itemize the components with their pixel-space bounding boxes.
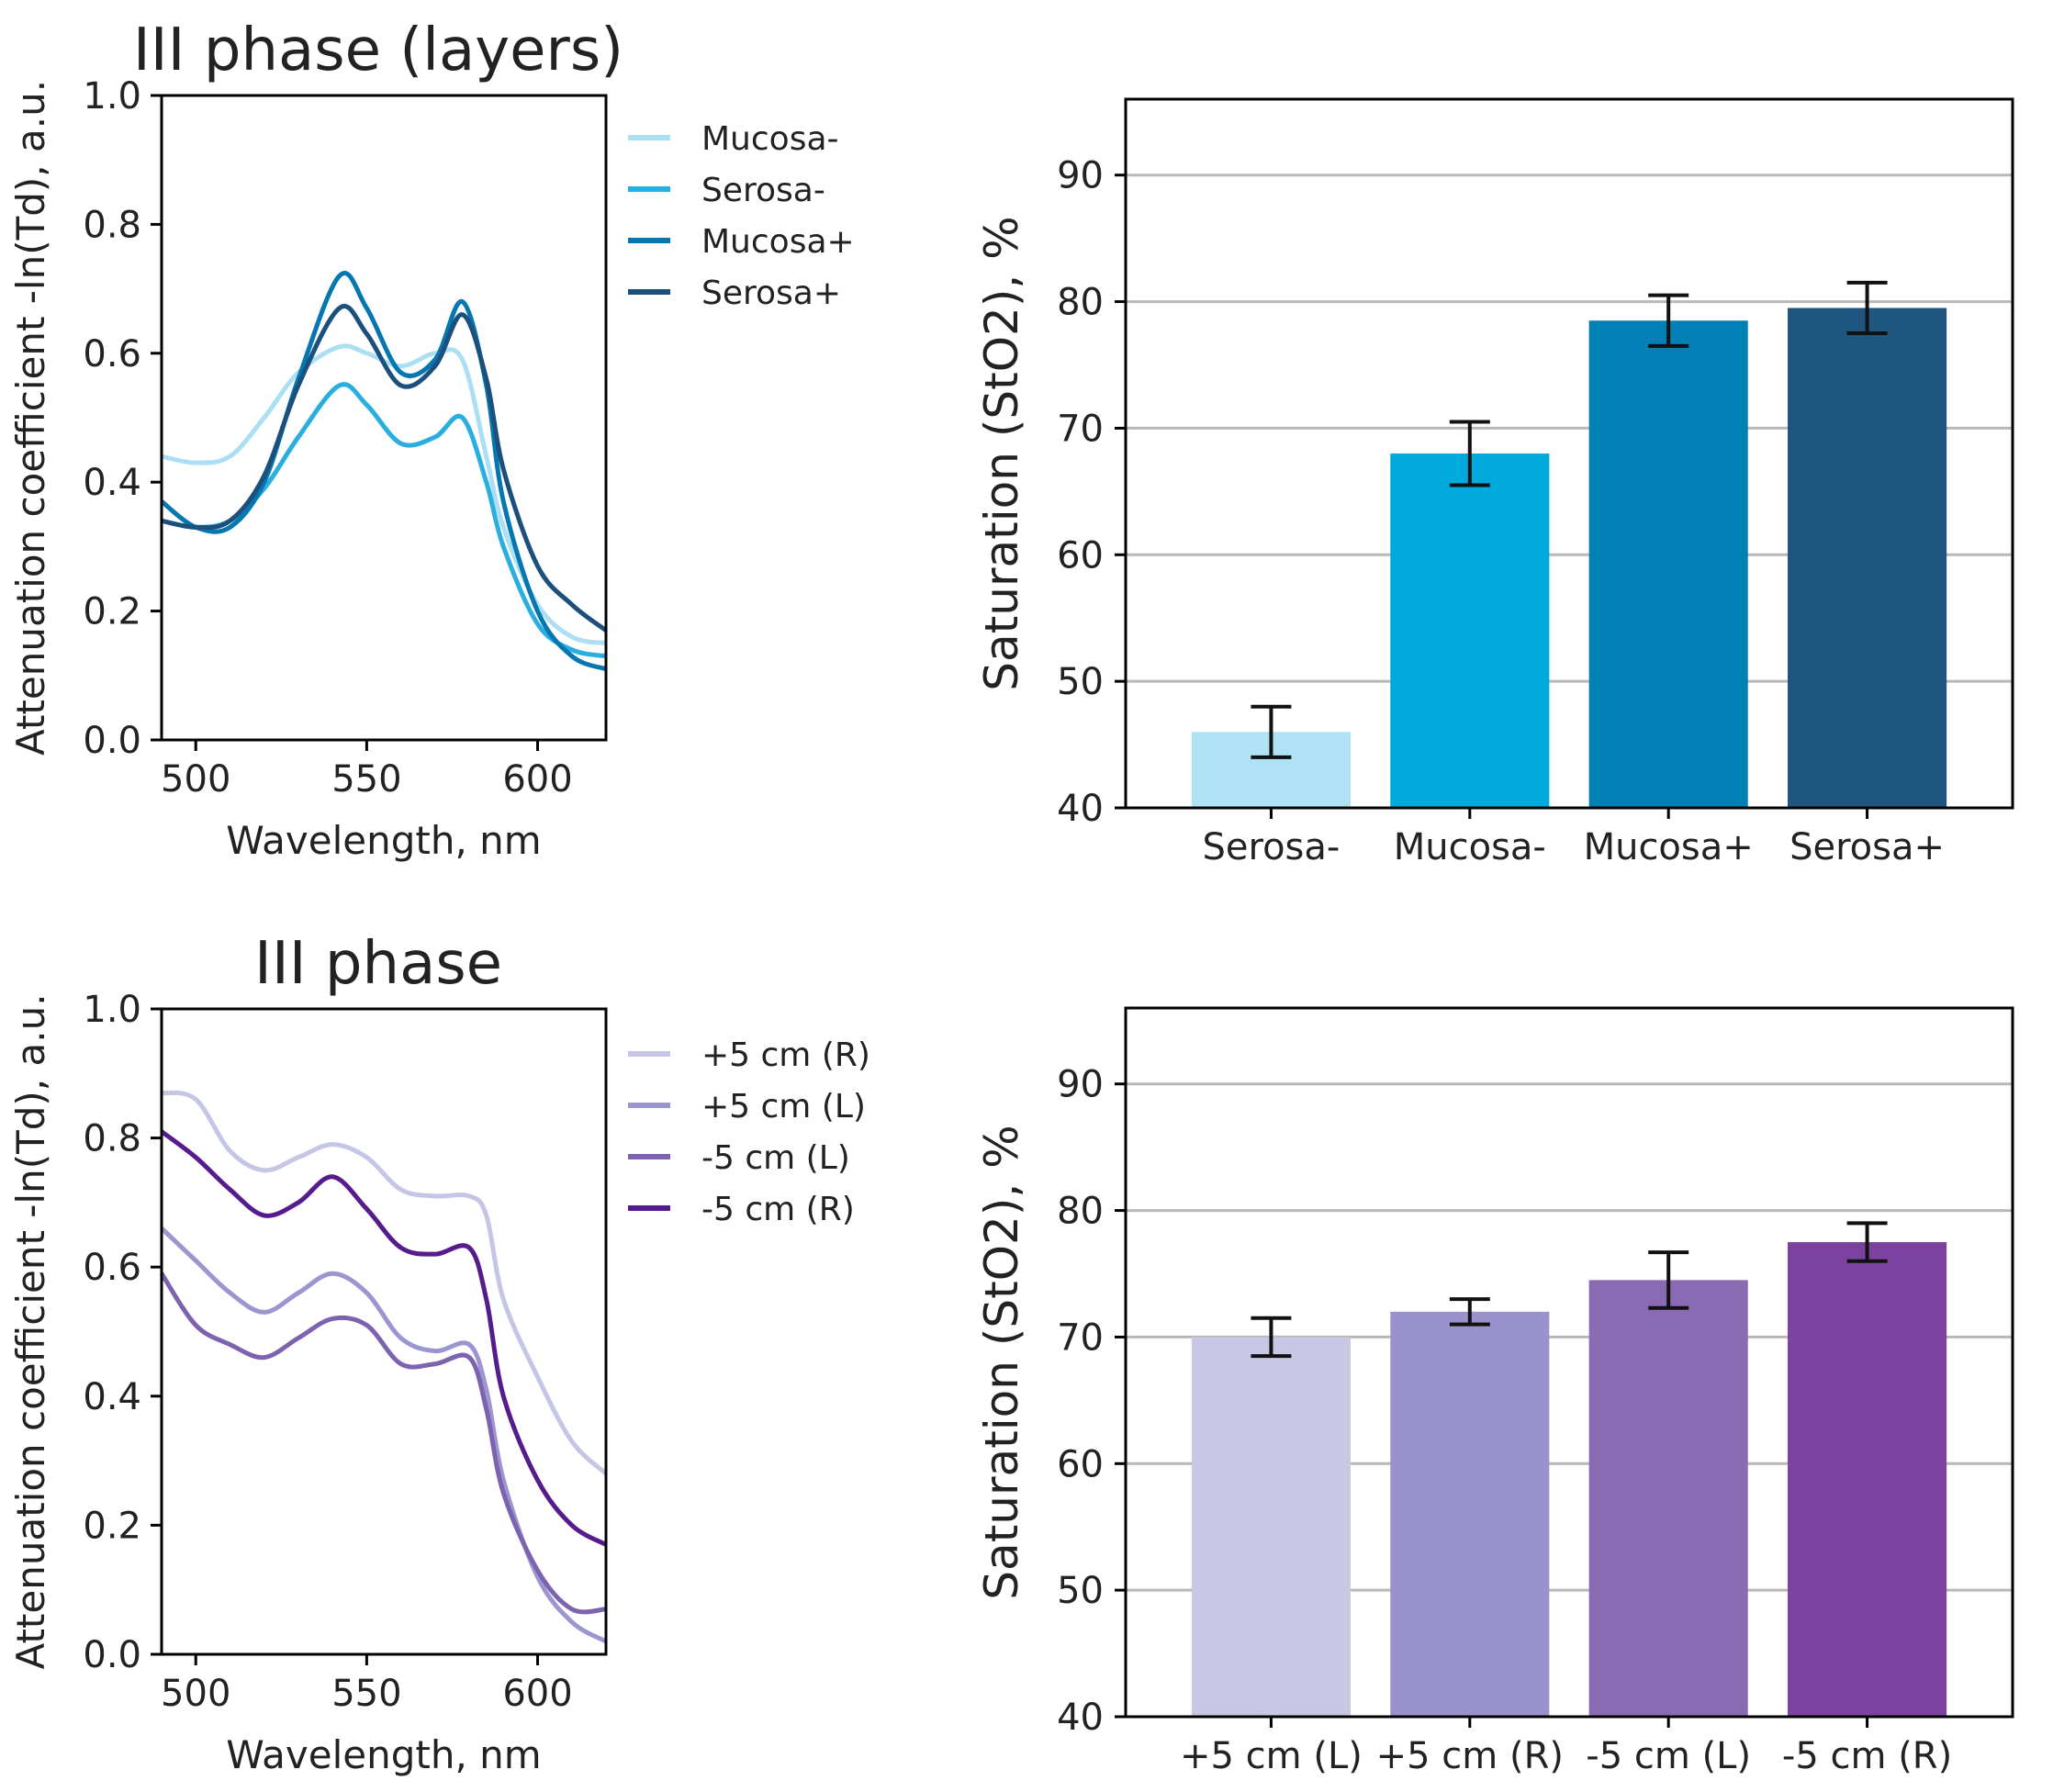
spectra-layers-legend-label-1: Serosa-: [701, 172, 825, 209]
spectra-phase-ytick-label-5: 1.0: [83, 989, 141, 1031]
spectra-layers-ytick-label-3: 0.6: [83, 333, 141, 375]
spectra-layers-ytick-label-4: 0.8: [83, 204, 141, 246]
spectra-phase-legend-label-1: +5 cm (L): [701, 1088, 866, 1126]
spectra-phase-series-line-0: [161, 1090, 608, 1476]
bars-phase-ytick-label-2: 60: [1057, 1443, 1104, 1485]
bars-phase-ytick-label-0: 40: [1057, 1697, 1104, 1739]
bars-phase-bar-1: [1390, 1311, 1550, 1717]
spectra-phase-ytick-label-1: 0.2: [83, 1505, 141, 1547]
spectra-phase-ytick-label-4: 0.8: [83, 1118, 141, 1160]
bars-layers-xtick-label-0: Serosa-: [1203, 826, 1341, 868]
spectra-layers-legend-label-2: Mucosa+: [701, 223, 855, 261]
spectra-phase-ytick-label-3: 0.6: [83, 1247, 141, 1289]
spectra-layers-ytick-label-5: 1.0: [83, 75, 141, 118]
bars-layers-bar-1: [1390, 454, 1550, 808]
spectra-layers-series-line-3: [161, 304, 608, 633]
spectra-layers-ytick-label-0: 0.0: [83, 720, 141, 762]
bars-layers-axes-frame: [1124, 97, 2014, 810]
spectra-layers-xlabel: Wavelength, nm: [226, 818, 541, 863]
bars-phase-bar-2: [1588, 1280, 1748, 1717]
spectra-layers-legend: Mucosa- Serosa- Mucosa+ Serosa+: [628, 120, 855, 312]
spectra-phase-legend-label-0: +5 cm (R): [701, 1036, 870, 1074]
bars-phase-xtick-label-0: +5 cm (L): [1180, 1735, 1363, 1777]
bars-layers-xtick-label-3: Serosa+: [1789, 826, 1945, 868]
spectra-layers-xtick-label-0: 500: [161, 758, 230, 801]
bars-phase-bar-0: [1191, 1337, 1351, 1717]
bars-phase-xtick-label-2: -5 cm (L): [1586, 1735, 1751, 1777]
spectra-phase-xlabel: Wavelength, nm: [226, 1732, 541, 1777]
spectra-layers-xtick-label-1: 550: [331, 758, 401, 801]
spectra-layers-xtick-label-2: 600: [502, 758, 572, 801]
bars-layers-ylabel: Saturation (StO2), %: [975, 216, 1028, 690]
spectra-phase-ylabel: Attenuation coefficient -ln(Td), a.u.: [8, 993, 53, 1669]
spectra-phase-title: III phase: [254, 930, 502, 998]
spectra-phase-legend: +5 cm (R) +5 cm (L) -5 cm (L) -5 cm (R): [628, 1036, 870, 1228]
spectra-phase-legend-label-3: -5 cm (R): [701, 1191, 855, 1228]
spectra-phase-series-line-1: [160, 1226, 608, 1644]
bars-phase-ytick-label-1: 50: [1057, 1570, 1104, 1612]
spectra-phase-xtick-label-2: 600: [502, 1673, 572, 1715]
spectra-phase-series-line-3: [160, 1129, 608, 1547]
spectra-layers-chart: 0.0 0.2 0.4 0.6 0.8 1.0 500 550 600 III phase (la…: [8, 17, 855, 863]
bars-phase-ylabel: Saturation (StO2), %: [975, 1125, 1028, 1599]
bars-layers-xtick-label-2: Mucosa+: [1584, 826, 1754, 868]
bars-phase-axes-frame: [1124, 1006, 2014, 1719]
bars-layers-ytick-label-3: 70: [1057, 408, 1104, 450]
spectra-phase-series-line-2: [159, 1271, 607, 1615]
spectra-phase-xtick-label-0: 500: [161, 1673, 230, 1715]
bars-phase-ytick-label-3: 70: [1057, 1316, 1104, 1359]
bars-layers-ytick-label-2: 60: [1057, 534, 1104, 577]
bars-phase-ytick-label-5: 90: [1057, 1064, 1104, 1106]
bars-layers-ytick-label-4: 80: [1057, 282, 1104, 324]
spectra-layers-ylabel: Attenuation coefficient -ln(Td), a.u.: [8, 80, 53, 756]
bars-layers-bar-3: [1788, 308, 1947, 808]
spectra-phase-legend-label-2: -5 cm (L): [701, 1139, 850, 1177]
spectra-phase-ytick-label-2: 0.4: [83, 1376, 141, 1418]
spectra-phase-axes-frame: [160, 1007, 608, 1656]
spectra-layers-axes-frame: [160, 94, 608, 742]
spectra-layers-legend-label-3: Serosa+: [701, 274, 841, 312]
bars-phase-xtick-label-1: +5 cm (R): [1376, 1735, 1564, 1777]
spectra-layers-title: III phase (layers): [133, 17, 623, 84]
bars-layers-ytick-label-5: 90: [1057, 155, 1104, 197]
spectra-layers-ytick-label-2: 0.4: [83, 462, 141, 504]
bars-layers-ytick-label-1: 50: [1057, 661, 1104, 703]
spectra-layers-legend-label-0: Mucosa-: [701, 120, 839, 158]
bars-layers-bar-2: [1588, 320, 1748, 808]
bars-layers-ytick-label-0: 40: [1057, 788, 1104, 830]
spectra-layers-series-line-2: [160, 271, 607, 672]
bars-layers-chart: Serosa- Mucosa- Mucosa+ Serosa+ 40 50 60 70 80 90…: [975, 97, 2014, 868]
spectra-phase-xtick-label-1: 550: [331, 1673, 401, 1715]
spectra-layers-ytick-label-1: 0.2: [83, 591, 141, 633]
spectra-phase-chart: 0.0 0.2 0.4 0.6 0.8 1.0 500 550 600 III phase Wave…: [8, 930, 870, 1777]
spectra-layers-series-line-0: [161, 343, 607, 646]
bars-phase-ytick-label-4: 80: [1057, 1191, 1104, 1233]
bars-phase-xtick-label-3: -5 cm (R): [1782, 1735, 1952, 1777]
spectra-phase-ytick-label-0: 0.0: [83, 1634, 141, 1676]
bars-layers-xtick-label-1: Mucosa-: [1394, 826, 1546, 868]
bars-phase-chart: +5 cm (L) +5 cm (R) -5 cm (L) -5 cm (R) 40 50…: [975, 1006, 2014, 1777]
bars-phase-bar-3: [1788, 1242, 1947, 1717]
